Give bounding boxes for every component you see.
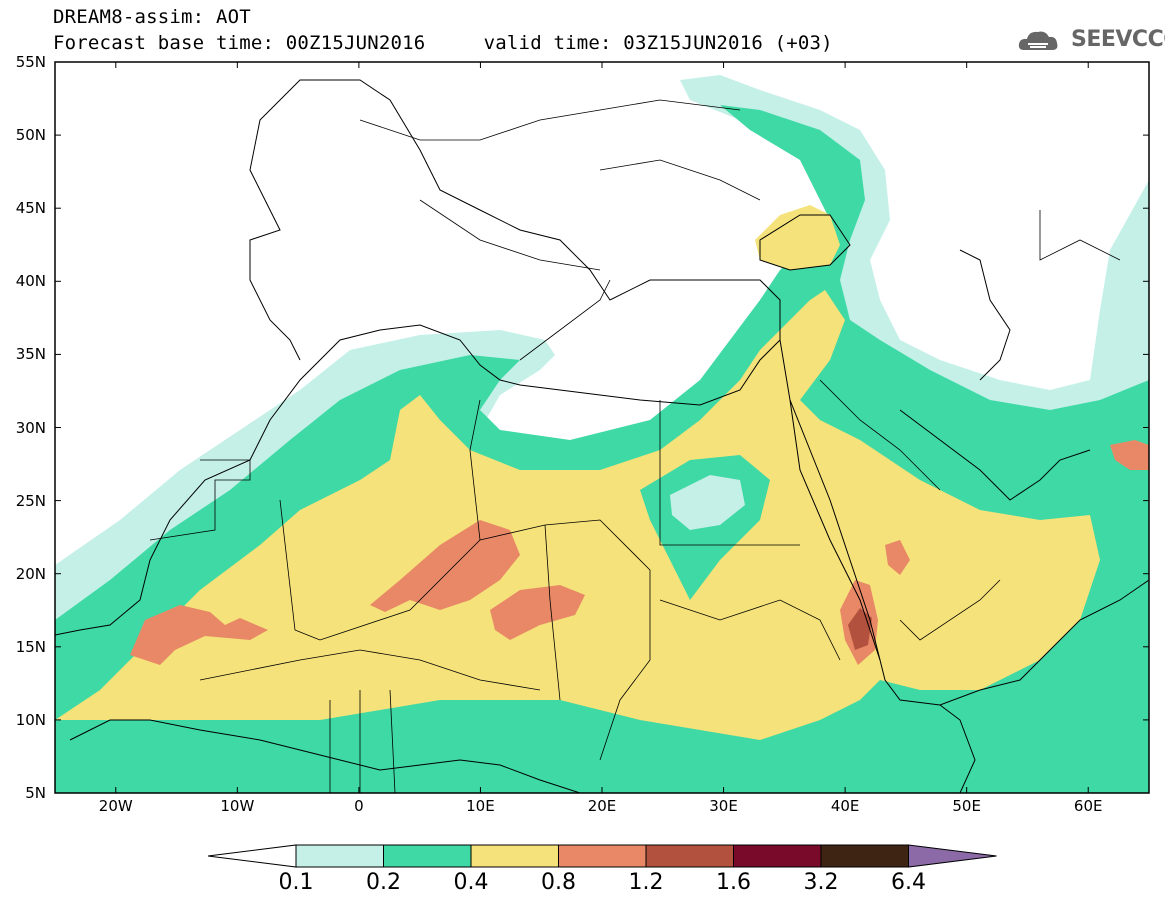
lat-tick-label: 25N [15,491,46,510]
colorbar-bin [645,844,734,868]
colorbar-bin [908,844,997,868]
lon-tick-label: 40E [830,797,860,815]
colorbar-level-label: 1.6 [716,870,751,895]
colorbar-bin [820,844,909,868]
lat-tick-label: 40N [15,272,46,291]
colorbar-bin [207,844,297,868]
aot-contour-0.8-chad [490,585,585,640]
lon-tick-label: 0 [354,797,364,815]
aot-contour-0.1-east-egypt [670,475,745,530]
aot-contour-0.4-anatolia [755,205,840,270]
lat-tick-label: 20N [15,564,46,583]
colorbar-level-label: 0.8 [541,870,576,895]
lat-tick-label: 45N [15,199,46,218]
map-title: DREAM8-assim: AOT [53,6,251,28]
colorbar-level-label: 6.4 [891,870,926,895]
logo-text: SEEVCCC [1071,27,1165,52]
lat-tick-label: 10N [15,710,46,729]
lon-tick-label: 20E [587,797,617,815]
lon-tick-label: 50E [952,797,981,815]
colorbar-bin [295,844,384,868]
axis-ticks [55,61,1149,794]
colorbar-bin [733,844,822,868]
lat-tick-label: 15N [15,637,46,656]
aot-contour-0.8-arabia [885,540,910,575]
colorbar-bin [558,844,647,868]
colorbar-level-label: 0.2 [366,870,401,895]
lat-tick-label: 30N [15,418,46,437]
lon-tick-label: 10E [466,797,495,815]
lon-tick-label: 30E [709,797,738,815]
lon-tick-label: 10W [220,797,255,815]
lat-tick-label: 5N [25,784,46,802]
aot-contour-0.8-niger [370,520,520,612]
forecast-times: Forecast base time: 00Z15JUN2016 valid t… [53,32,833,54]
country-borders [149,99,1121,793]
lat-tick-label: 55N [15,53,46,71]
lat-tick-label: 50N [15,126,46,145]
aot-contour-0.4 [55,290,1100,740]
colorbar-bin [470,844,559,868]
colorbar-level-label: 0.1 [278,870,314,895]
lat-tick-label: 35N [15,345,46,364]
colorbar-level-label: 1.2 [628,870,664,895]
aot-contour-0.8-mauritania [130,605,268,665]
lon-tick-label: 20W [98,797,133,815]
coastlines [55,79,1149,793]
colorbar-bin [383,844,472,868]
cloud-logo-icon [1018,31,1058,50]
colorbar-level-label: 0.4 [453,870,489,895]
lon-tick-label: 60E [1073,797,1103,815]
aot-contour-0.8-oman [1110,440,1149,470]
colorbar-level-label: 3.2 [803,870,839,895]
